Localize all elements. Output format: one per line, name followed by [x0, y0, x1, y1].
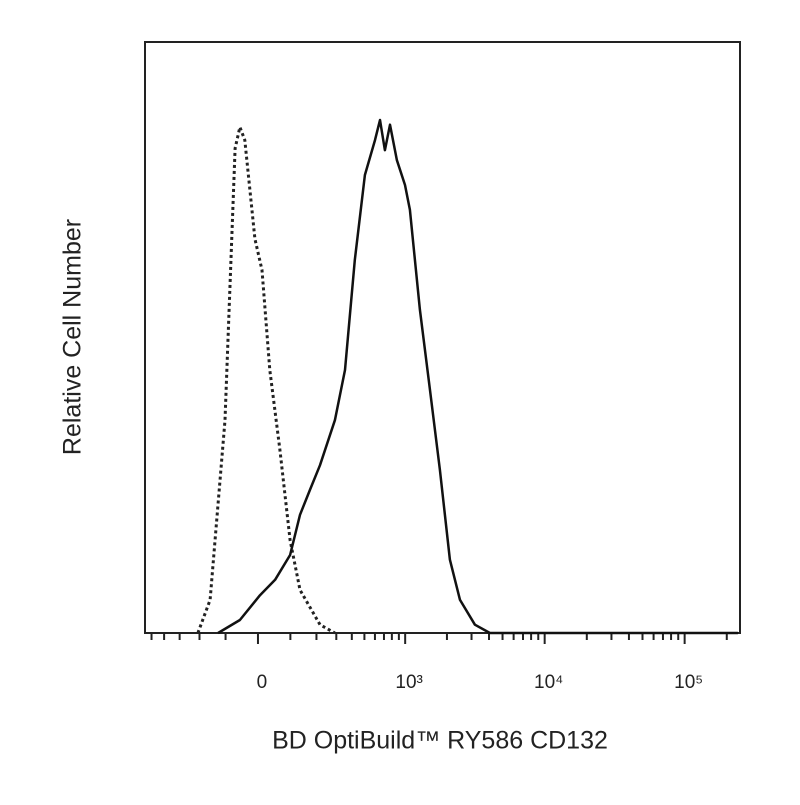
x-axis-title: BD OptiBuild™ RY586 CD132 — [272, 727, 608, 755]
plot-frame — [144, 41, 741, 634]
histogram-line — [217, 118, 738, 635]
x-tick-label: 10⁵ — [674, 672, 703, 693]
x-tick-label: 10³ — [395, 672, 422, 693]
y-axis-title: Relative Cell Number — [59, 219, 87, 455]
x-tick-label: 10⁴ — [534, 672, 563, 693]
histogram-line — [196, 125, 336, 635]
x-tick-label: 0 — [257, 672, 268, 693]
